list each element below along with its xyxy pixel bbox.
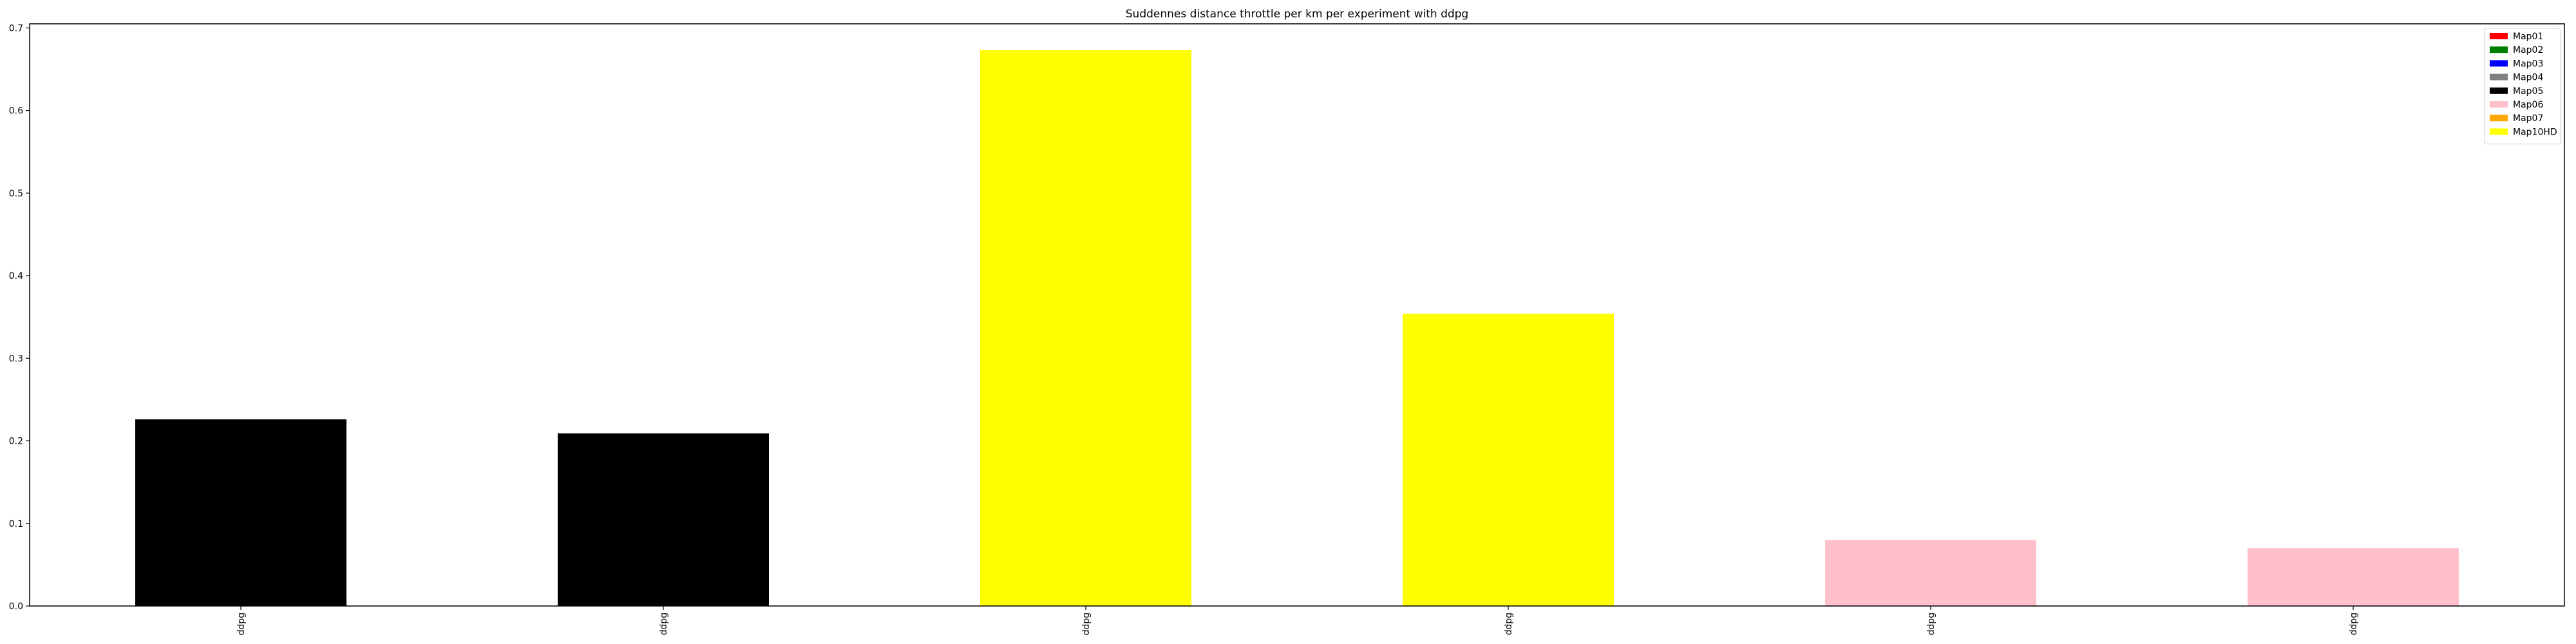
bar-5 [1825,540,2036,606]
legend-swatch [2490,46,2508,53]
y-tick-label: 0.6 [9,106,23,117]
x-tick-label: ddpg [1504,612,1514,636]
legend-label: Map06 [2513,100,2543,110]
legend-label: Map02 [2513,45,2543,55]
legend-swatch [2490,73,2508,80]
y-tick-label: 0.5 [9,189,23,199]
y-tick-label: 0.3 [9,354,23,364]
y-tick-label: 0.0 [9,601,23,612]
legend-swatch [2490,101,2508,108]
x-tick-label: ddpg [1081,612,1092,636]
y-tick-label: 0.1 [9,519,23,529]
y-axis: 0.0 0.1 0.2 0.3 0.4 0.5 0.6 0.7 [9,23,30,612]
x-axis: ddpg ddpg ddpg ddpg ddpg ddpg [236,606,2359,636]
bar-6 [2248,548,2459,606]
bar-3 [980,50,1191,607]
legend: Map01 Map02 Map03 Map04 Map05 Map06 Map07 Map10… [2484,28,2561,145]
bar-2 [558,433,769,606]
x-tick-label: ddpg [2349,612,2359,636]
legend-swatch [2490,87,2508,94]
x-tick-label: ddpg [236,612,247,636]
chart-title: Suddennes distance throttle per km per e… [1126,8,1468,21]
y-tick-label: 0.7 [9,23,23,33]
legend-label: Map07 [2513,113,2543,124]
bar-4 [1403,314,1614,606]
legend-label: Map04 [2513,73,2543,83]
x-tick-label: ddpg [659,612,669,636]
legend-label: Map05 [2513,86,2543,97]
legend-swatch [2490,60,2508,67]
legend-swatch [2490,128,2508,135]
bars-group [135,50,2459,607]
legend-swatch [2490,33,2508,39]
x-tick-label: ddpg [1926,612,1937,636]
y-tick-label: 0.2 [9,437,23,447]
bar-1 [135,419,346,606]
legend-label: Map10HD [2513,127,2557,137]
plot-frame [29,23,2565,607]
y-tick-label: 0.4 [9,271,23,281]
legend-label: Map01 [2513,32,2543,42]
legend-swatch [2490,115,2508,122]
legend-label: Map03 [2513,59,2543,69]
